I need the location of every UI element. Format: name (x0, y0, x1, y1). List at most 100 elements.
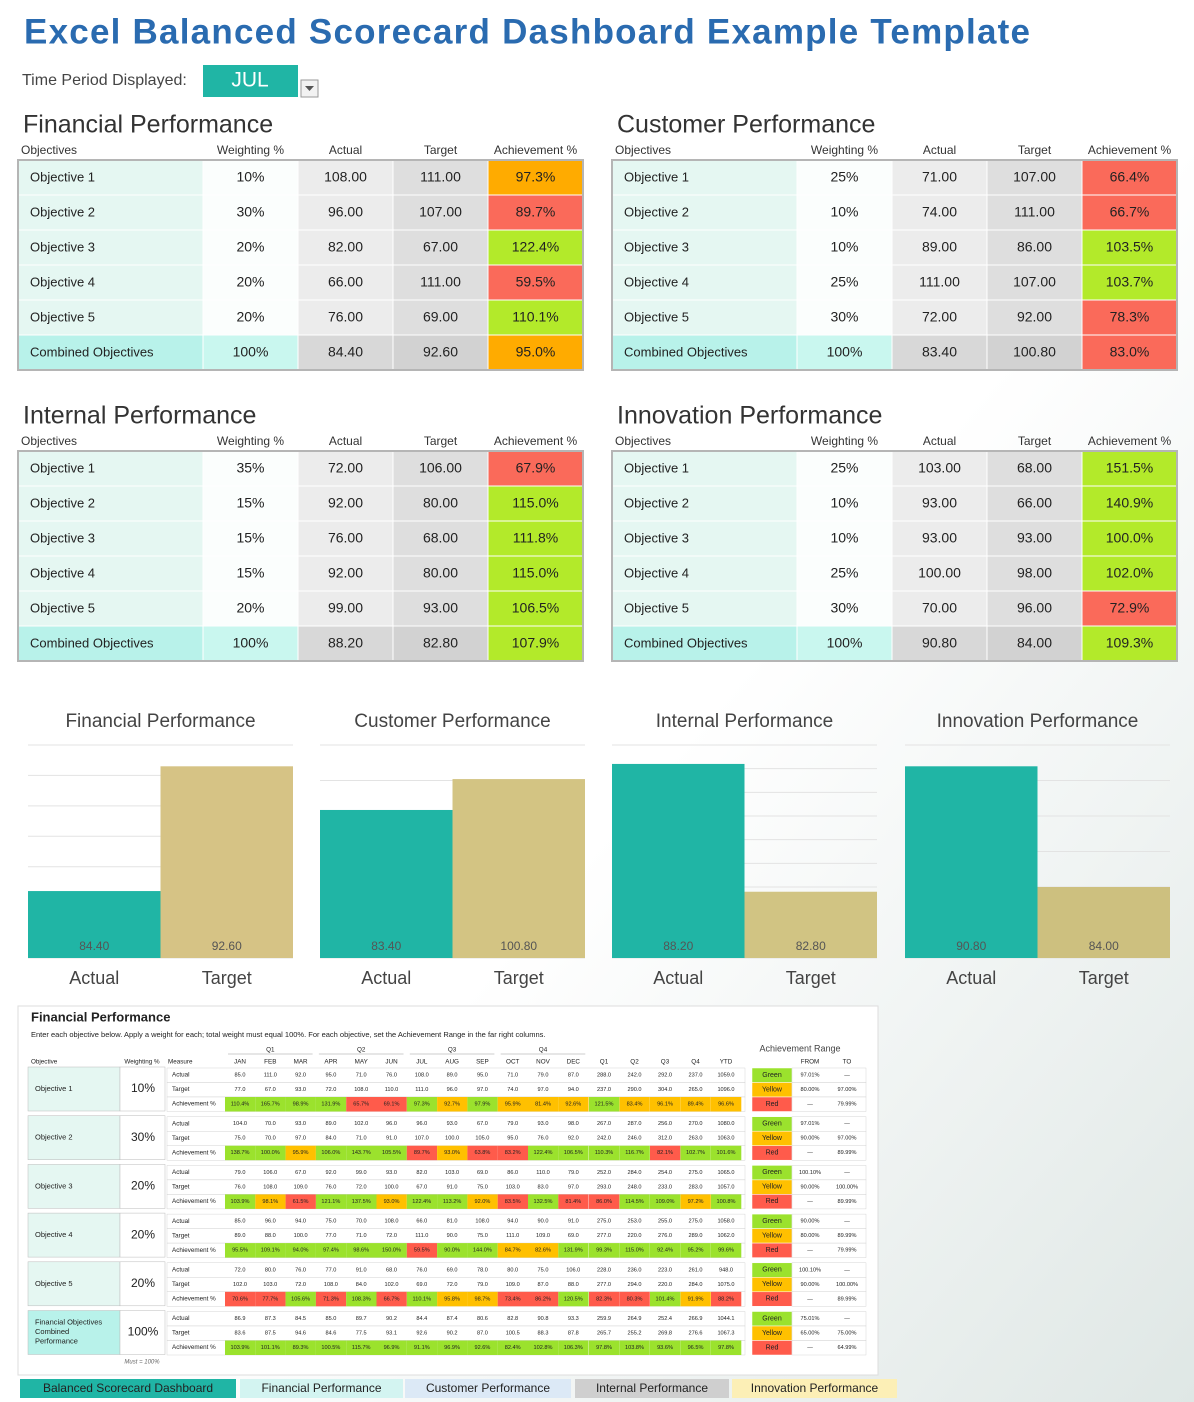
total-header: Q1 (600, 1059, 609, 1066)
cell-text: 70.00 (922, 600, 957, 616)
sheet-tab[interactable] (732, 1379, 897, 1398)
achievement-cell (558, 1340, 589, 1355)
preview-value: 67.0 (477, 1121, 488, 1127)
measure-name: Target (172, 1135, 190, 1142)
table-border (17, 450, 584, 662)
preview-value: 71.3% (323, 1296, 339, 1302)
preview-value: 94.6 (295, 1330, 306, 1336)
preview-value: 261.0 (689, 1267, 703, 1273)
achievement-cell (650, 1194, 681, 1209)
sheet-tab[interactable] (240, 1379, 403, 1398)
bar-label: 84.00 (1089, 939, 1119, 953)
sheet-tab-label[interactable]: Financial Performance (261, 1381, 381, 1395)
preview-value: 253.0 (628, 1219, 642, 1225)
period-box[interactable] (203, 65, 298, 97)
achievement-cell (589, 1291, 620, 1307)
preview-value: 77.0 (325, 1233, 336, 1239)
preview-value: 83.0 (538, 1184, 549, 1190)
preview-value: 69.0 (568, 1233, 579, 1239)
preview-value: 80.6 (477, 1316, 488, 1322)
preview-value: 122.4% (412, 1199, 431, 1205)
preview-value: 77.0 (325, 1267, 336, 1273)
preview-value: 87.8 (568, 1330, 579, 1336)
cell-text: 10% (236, 169, 264, 185)
objective-name: Objective 2 (35, 1133, 73, 1142)
preview-value: 66.0 (416, 1219, 427, 1225)
range-header: FROM (801, 1059, 820, 1066)
preview-value: 97.0 (295, 1136, 306, 1142)
range-text: Yellow (762, 1281, 783, 1288)
cell-text: 96.00 (328, 204, 363, 220)
range-text: 65.00% (801, 1330, 820, 1336)
preview-value: 69.0 (447, 1267, 458, 1273)
cell-text: Objective 4 (624, 274, 689, 289)
column-header: Actual (329, 434, 362, 448)
achievement-cell (225, 1291, 256, 1307)
range-text: — (844, 1072, 850, 1078)
sheet-tab[interactable] (405, 1379, 571, 1398)
period-value[interactable]: JUL (231, 69, 268, 92)
preview-value: 89.7% (414, 1150, 430, 1156)
achievement-cell (558, 1291, 589, 1307)
achievement-cell (467, 1291, 498, 1307)
cell-text: 122.4% (512, 239, 559, 255)
range-text: — (844, 1316, 850, 1322)
preview-value: 100.5% (321, 1345, 340, 1351)
preview-value: 95.2% (688, 1248, 704, 1254)
month-header: SEP (476, 1059, 489, 1066)
preview-value: 86.0 (507, 1170, 518, 1176)
sheet-tab-label[interactable]: Balanced Scorecard Dashboard (43, 1381, 213, 1395)
preview-value: 254.0 (658, 1170, 672, 1176)
achievement-cell (589, 1145, 620, 1161)
achievement-cell (589, 1340, 620, 1355)
preview-value: 93.0 (538, 1121, 549, 1127)
achievement-cell (650, 1291, 681, 1307)
month-header: JUL (416, 1059, 428, 1066)
range-text: Yellow (762, 1232, 783, 1239)
preview-value: 115.7% (352, 1345, 371, 1351)
preview-value: 87.0 (568, 1072, 579, 1078)
preview-value: 79.0 (477, 1282, 488, 1288)
table-cell (487, 590, 584, 627)
table-cell (891, 229, 988, 266)
achievement-cell (497, 1097, 528, 1112)
achievement-cell (437, 1243, 468, 1258)
sheet-tab-label[interactable]: Internal Performance (596, 1381, 708, 1395)
achievement-cell (315, 1291, 347, 1307)
table-title: Financial Performance (23, 111, 273, 139)
preview-value: 91.0 (447, 1184, 458, 1190)
sheet-tab-label[interactable]: Customer Performance (426, 1381, 550, 1395)
range-text: Yellow (762, 1135, 783, 1142)
table-cell (986, 485, 1083, 522)
preview-value: 108.0 (415, 1072, 429, 1078)
range-text: Red (766, 1101, 779, 1108)
table-cell (796, 194, 893, 231)
preview-value: 287.0 (628, 1121, 642, 1127)
cell-text: 111.00 (420, 274, 461, 290)
sheet-tab-label[interactable]: Innovation Performance (751, 1381, 879, 1395)
weight-cell (119, 1261, 166, 1307)
column-header: Target (1018, 143, 1052, 157)
preview-value: 100.0 (445, 1136, 459, 1142)
achievement-cell (589, 1194, 620, 1209)
column-header: Achievement % (1088, 143, 1172, 157)
cell-text: 83.0% (1110, 344, 1150, 360)
achievement-cell (315, 1145, 347, 1161)
weight-value: 20% (131, 1227, 155, 1241)
sheet-tab[interactable] (20, 1379, 236, 1398)
preview-value: 79.0 (568, 1170, 579, 1176)
achievement-cell (376, 1097, 407, 1112)
cell-text: 115.0% (512, 565, 558, 581)
table-cell (611, 485, 798, 522)
preview-value: 263.0 (689, 1136, 703, 1142)
preview-value: 90.2 (447, 1330, 458, 1336)
range-row (791, 1340, 867, 1356)
sheet-tab[interactable] (575, 1379, 729, 1398)
cell-text: 20% (236, 309, 264, 325)
preview-value: 1044.1 (717, 1316, 734, 1322)
achievement-cell (558, 1194, 589, 1209)
achievement-cell (680, 1291, 711, 1307)
table-cell (1081, 334, 1178, 371)
range-text: 75.00% (838, 1330, 857, 1336)
achievement-cell (406, 1194, 438, 1209)
